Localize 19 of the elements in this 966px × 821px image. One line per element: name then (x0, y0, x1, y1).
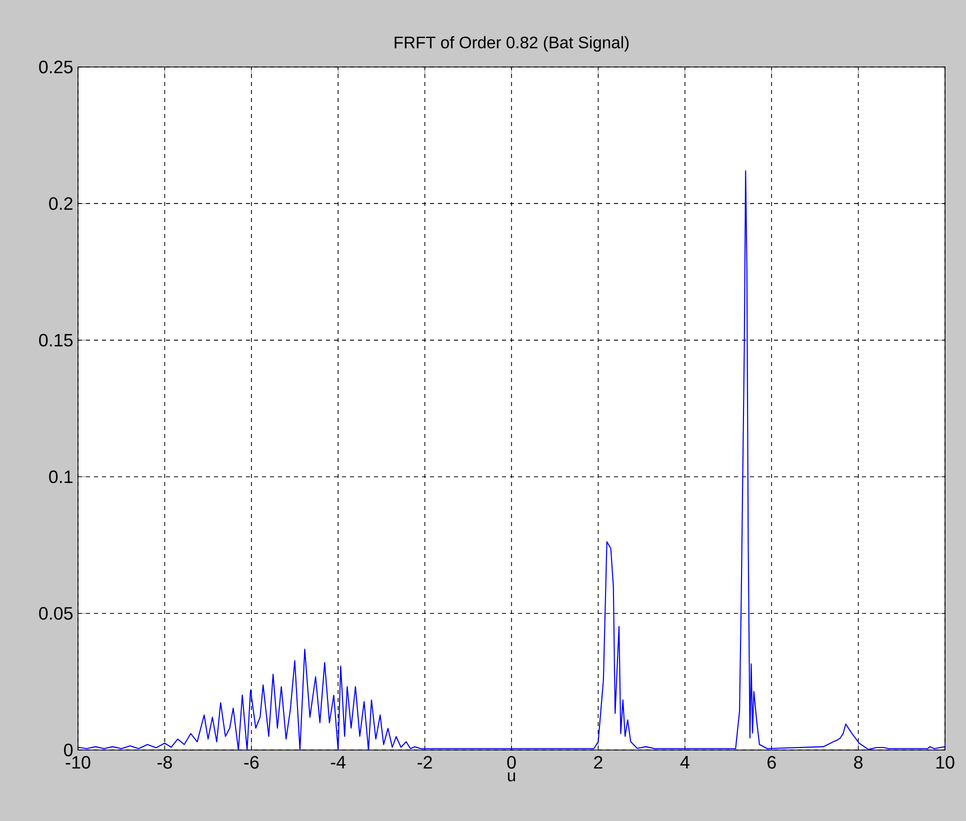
x-tick-label: 0 (507, 756, 516, 769)
x-tick-label: 8 (854, 756, 863, 769)
y-tick-label: 0.2 (49, 197, 72, 210)
chart-title: FRFT of Order 0.82 (Bat Signal) (394, 36, 629, 52)
y-tick-label: 0.1 (49, 470, 72, 484)
x-tick-label: 6 (768, 756, 776, 769)
y-tick-label: 0.15 (39, 334, 73, 347)
x-tick-label: -10 (66, 756, 90, 769)
x-tick-label: -4 (330, 756, 346, 768)
x-tick-label: 2 (594, 756, 602, 769)
x-tick-label: -6 (244, 756, 259, 769)
x-tick-label: 4 (680, 756, 690, 768)
y-tick-label: 0.05 (39, 607, 73, 620)
x-tick-label: -2 (418, 756, 432, 769)
x-tick-label: -8 (158, 756, 172, 769)
y-tick-label: 0 (64, 744, 73, 756)
x-tick-label: 10 (936, 756, 954, 769)
y-tick-label: 0.25 (39, 60, 73, 74)
x-axis-title: u (508, 772, 516, 782)
